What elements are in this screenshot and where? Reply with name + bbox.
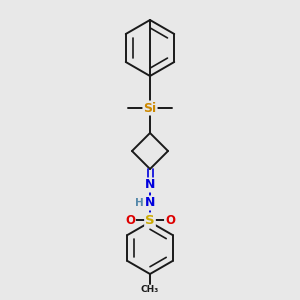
Text: Si: Si bbox=[143, 101, 157, 115]
Text: N: N bbox=[145, 196, 155, 209]
Text: N: N bbox=[145, 178, 155, 191]
Text: O: O bbox=[125, 214, 135, 226]
Text: CH₃: CH₃ bbox=[141, 285, 159, 294]
Text: S: S bbox=[145, 214, 155, 226]
Text: O: O bbox=[165, 214, 175, 226]
Text: H: H bbox=[135, 198, 144, 208]
